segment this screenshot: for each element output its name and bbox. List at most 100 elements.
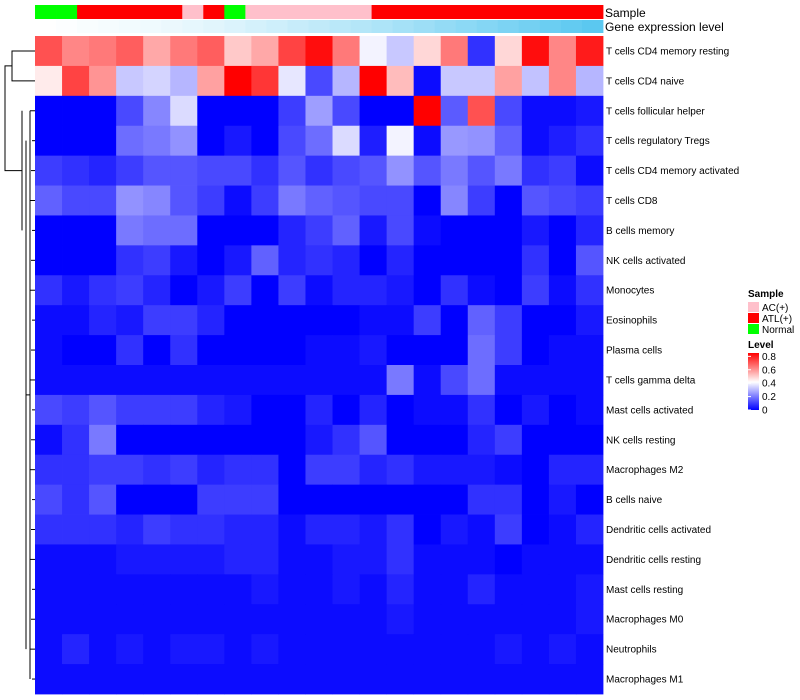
heatmap-cell [170,634,198,665]
heatmap-cell [575,664,604,695]
heatmap-cell [440,514,469,545]
heatmap-cell [413,245,442,276]
heatmap-cell [35,95,63,127]
heatmap-cell [467,664,496,695]
row-labels: T cells CD4 memory resting T cells CD4 na… [606,46,739,685]
heatmap-cell [359,245,388,276]
heatmap-cell [575,125,604,157]
heatmap-cell [116,65,144,97]
heatmap-cell [548,424,577,456]
heatmap-cell [548,155,577,186]
sample-legend-label: Normal [762,325,794,336]
heatmap-cell [89,305,117,336]
sample-legend-label: AC(+) [762,303,788,314]
heatmap-cell [35,365,63,396]
heatmap-cell [413,305,442,336]
heatmap-cell [521,484,550,515]
heatmap-cell [467,36,496,67]
heatmap-cell [251,634,279,665]
heatmap-cell [62,125,90,157]
heatmap-cell [62,394,90,426]
heatmap-cell [89,125,117,157]
sample-legend: Sample AC(+)ATL(+)Normal [748,289,794,336]
level-legend-title: Level [748,340,774,351]
heatmap-cell [494,36,523,67]
sample-annotation-cell [182,5,204,19]
heatmap-cell [62,95,90,127]
heatmap-cell [170,125,198,157]
heatmap-cell [359,484,388,515]
heatmap-cell [116,514,144,545]
heatmap-cell [116,604,144,635]
heatmap-cell [89,484,117,515]
heatmap-cell [413,604,442,635]
heatmap-cell [62,634,90,665]
heatmap-cell [278,215,306,246]
heatmap-cell [359,394,388,426]
expression-annotation-cell [455,20,478,33]
heatmap-cell [170,664,198,695]
heatmap-cell [89,275,117,306]
heatmap-cell [251,365,279,396]
heatmap-cell [278,574,306,605]
heatmap-cell [143,245,171,276]
heatmap-cell [89,544,117,575]
heatmap-cell [494,305,523,336]
heatmap-cell [35,36,63,67]
heatmap-cell [278,65,306,97]
heatmap-cell [89,335,117,366]
heatmap-cell [251,335,279,366]
heatmap-cell [251,424,279,456]
heatmap-cell [89,604,117,635]
expression-annotation-cell [119,20,141,33]
heatmap-cell [197,215,225,246]
heatmap-cell [170,36,198,67]
heatmap-cell [548,36,577,67]
heatmap-cell [116,275,144,306]
heatmap-cell [575,245,604,276]
heatmap-cell [197,394,225,426]
heatmap-cell [62,155,90,186]
heatmap-cell [332,634,360,665]
heatmap-cell [224,604,252,635]
heatmap-cell [521,604,550,635]
sample-annotation-cell [161,5,183,19]
heatmap-cell [332,185,360,216]
heatmap-cell [251,394,279,426]
heatmap-cell [548,574,577,605]
heatmap-cell [359,574,388,605]
heatmap-cell [251,544,279,575]
sample-annotation-cell [392,5,415,19]
heatmap-cell [413,335,442,366]
heatmap-cell [521,454,550,486]
heatmap-cell [440,574,469,605]
row-label: B cells memory [606,226,674,237]
heatmap-cell [575,604,604,635]
sample-legend-title: Sample [748,289,784,300]
heatmap-cell [413,634,442,665]
heatmap-cell [251,155,279,186]
heatmap-cell [305,604,333,635]
heatmap-cell [197,155,225,186]
heatmap-cell [548,215,577,246]
heatmap-cell [143,544,171,575]
sample-annotation-cell [287,5,309,19]
heatmap-cell [332,155,360,186]
heatmap-cell [143,454,171,486]
row-label: NK cells resting [606,435,675,446]
heatmap-cell [575,305,604,336]
heatmap-cell [278,454,306,486]
heatmap-cell [413,95,442,127]
heatmap-cell [332,305,360,336]
heatmap-cell [305,484,333,515]
heatmap-cell [575,215,604,246]
heatmap-cell [440,664,469,695]
heatmap-cell [170,484,198,515]
heatmap-cell [251,215,279,246]
row-label: NK cells activated [606,256,685,267]
heatmap-cell [494,514,523,545]
sample-annotation-cell [560,5,583,19]
expression-annotation-cell [224,20,246,33]
heatmap-cell [278,394,306,426]
heatmap-cell [386,65,415,97]
